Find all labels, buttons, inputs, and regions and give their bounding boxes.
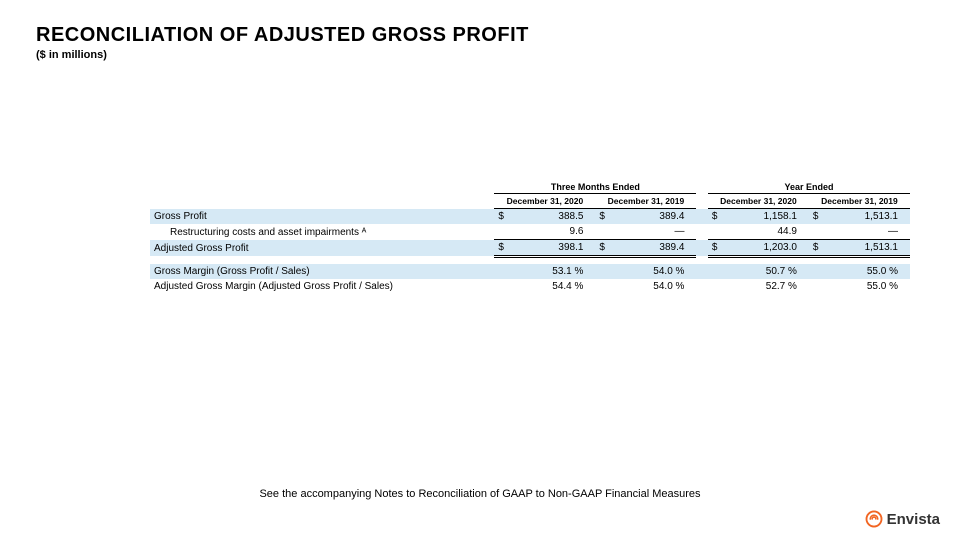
reconciliation-table: Three Months Ended Year Ended December 3…: [150, 180, 910, 294]
group-header: Three Months Ended: [494, 180, 696, 194]
currency-symbol: [809, 264, 830, 279]
cell-value: 388.5: [515, 209, 595, 225]
cell-value: 54.4 %: [515, 279, 595, 294]
cell-value: 50.7 %: [729, 264, 809, 279]
currency-symbol: [809, 279, 830, 294]
currency-symbol: $: [494, 209, 515, 225]
footer-note: See the accompanying Notes to Reconcilia…: [0, 488, 960, 500]
row-label: Gross Profit: [150, 209, 494, 225]
currency-symbol: [494, 264, 515, 279]
table-column-header-row: December 31, 2020 December 31, 2019 Dece…: [150, 194, 910, 209]
cell-value: 53.1 %: [515, 264, 595, 279]
brand-name: Envista: [887, 511, 940, 528]
currency-symbol: $: [595, 209, 616, 225]
table-row: Restructuring costs and asset impairment…: [150, 224, 910, 240]
envista-logo-icon: [865, 510, 883, 528]
cell-value: 55.0 %: [830, 279, 910, 294]
cell-value: —: [616, 224, 696, 240]
currency-symbol: [595, 279, 616, 294]
cell-value: 1,158.1: [729, 209, 809, 225]
cell-value: 9.6: [515, 224, 595, 240]
cell-value: 44.9: [729, 224, 809, 240]
page-subtitle: ($ in millions): [36, 49, 960, 61]
cell-value: —: [830, 224, 910, 240]
row-label: Gross Margin (Gross Profit / Sales): [150, 264, 494, 279]
cell-value: 54.0 %: [616, 264, 696, 279]
cell-value: 398.1: [515, 240, 595, 256]
currency-symbol: $: [708, 240, 729, 256]
page-title: RECONCILIATION OF ADJUSTED GROSS PROFIT: [36, 24, 960, 47]
table-row: Gross Margin (Gross Profit / Sales) 53.1 …: [150, 264, 910, 279]
currency-symbol: [708, 279, 729, 294]
column-header: December 31, 2019: [595, 194, 696, 209]
currency-symbol: [809, 224, 830, 240]
currency-symbol: $: [809, 240, 830, 256]
column-header: December 31, 2019: [809, 194, 910, 209]
table-group-header-row: Three Months Ended Year Ended: [150, 180, 910, 194]
brand-logo: Envista: [865, 510, 940, 528]
cell-value: 1,203.0: [729, 240, 809, 256]
row-label: Restructuring costs and asset impairment…: [150, 224, 494, 240]
currency-symbol: $: [595, 240, 616, 256]
row-label: Adjusted Gross Profit: [150, 240, 494, 256]
cell-value: 54.0 %: [616, 279, 696, 294]
column-header: December 31, 2020: [708, 194, 809, 209]
currency-symbol: [595, 264, 616, 279]
currency-symbol: [708, 224, 729, 240]
table-row: Adjusted Gross Margin (Adjusted Gross Pr…: [150, 279, 910, 294]
cell-value: 1,513.1: [830, 240, 910, 256]
currency-symbol: [595, 224, 616, 240]
currency-symbol: [708, 264, 729, 279]
reconciliation-table-container: Three Months Ended Year Ended December 3…: [150, 180, 910, 294]
currency-symbol: $: [494, 240, 515, 256]
currency-symbol: [494, 224, 515, 240]
cell-value: 389.4: [616, 209, 696, 225]
table-row: Gross Profit$388.5$389.4$1,158.1$1,513.1: [150, 209, 910, 225]
column-header: December 31, 2020: [494, 194, 595, 209]
row-label: Adjusted Gross Margin (Adjusted Gross Pr…: [150, 279, 494, 294]
table-row: Adjusted Gross Profit$398.1$389.4$1,203.…: [150, 240, 910, 256]
cell-value: 55.0 %: [830, 264, 910, 279]
cell-value: 1,513.1: [830, 209, 910, 225]
cell-value: 52.7 %: [729, 279, 809, 294]
currency-symbol: $: [809, 209, 830, 225]
currency-symbol: [494, 279, 515, 294]
cell-value: 389.4: [616, 240, 696, 256]
group-header: Year Ended: [708, 180, 910, 194]
currency-symbol: $: [708, 209, 729, 225]
page-header: RECONCILIATION OF ADJUSTED GROSS PROFIT …: [0, 0, 960, 61]
